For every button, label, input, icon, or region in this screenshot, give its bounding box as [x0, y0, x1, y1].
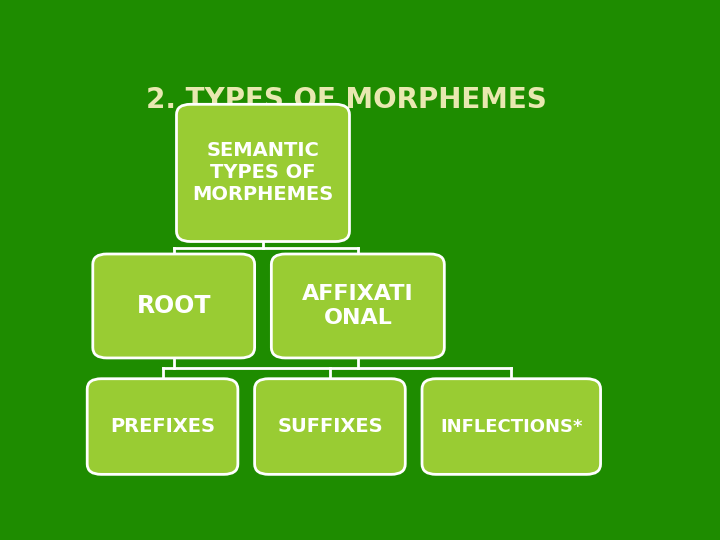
FancyBboxPatch shape: [271, 254, 444, 358]
FancyBboxPatch shape: [87, 379, 238, 474]
FancyBboxPatch shape: [422, 379, 600, 474]
Text: 2. TYPES OF MORPHEMES: 2. TYPES OF MORPHEMES: [145, 85, 546, 113]
FancyBboxPatch shape: [93, 254, 255, 358]
FancyBboxPatch shape: [176, 104, 349, 241]
Text: SUFFIXES: SUFFIXES: [277, 417, 383, 436]
FancyBboxPatch shape: [255, 379, 405, 474]
Text: INFLECTIONS*: INFLECTIONS*: [440, 417, 582, 436]
Text: SEMANTIC
TYPES OF
MORPHEMES: SEMANTIC TYPES OF MORPHEMES: [192, 141, 333, 205]
Text: ROOT: ROOT: [137, 294, 211, 318]
Text: AFFIXATI
ONAL: AFFIXATI ONAL: [302, 285, 414, 328]
Text: PREFIXES: PREFIXES: [110, 417, 215, 436]
